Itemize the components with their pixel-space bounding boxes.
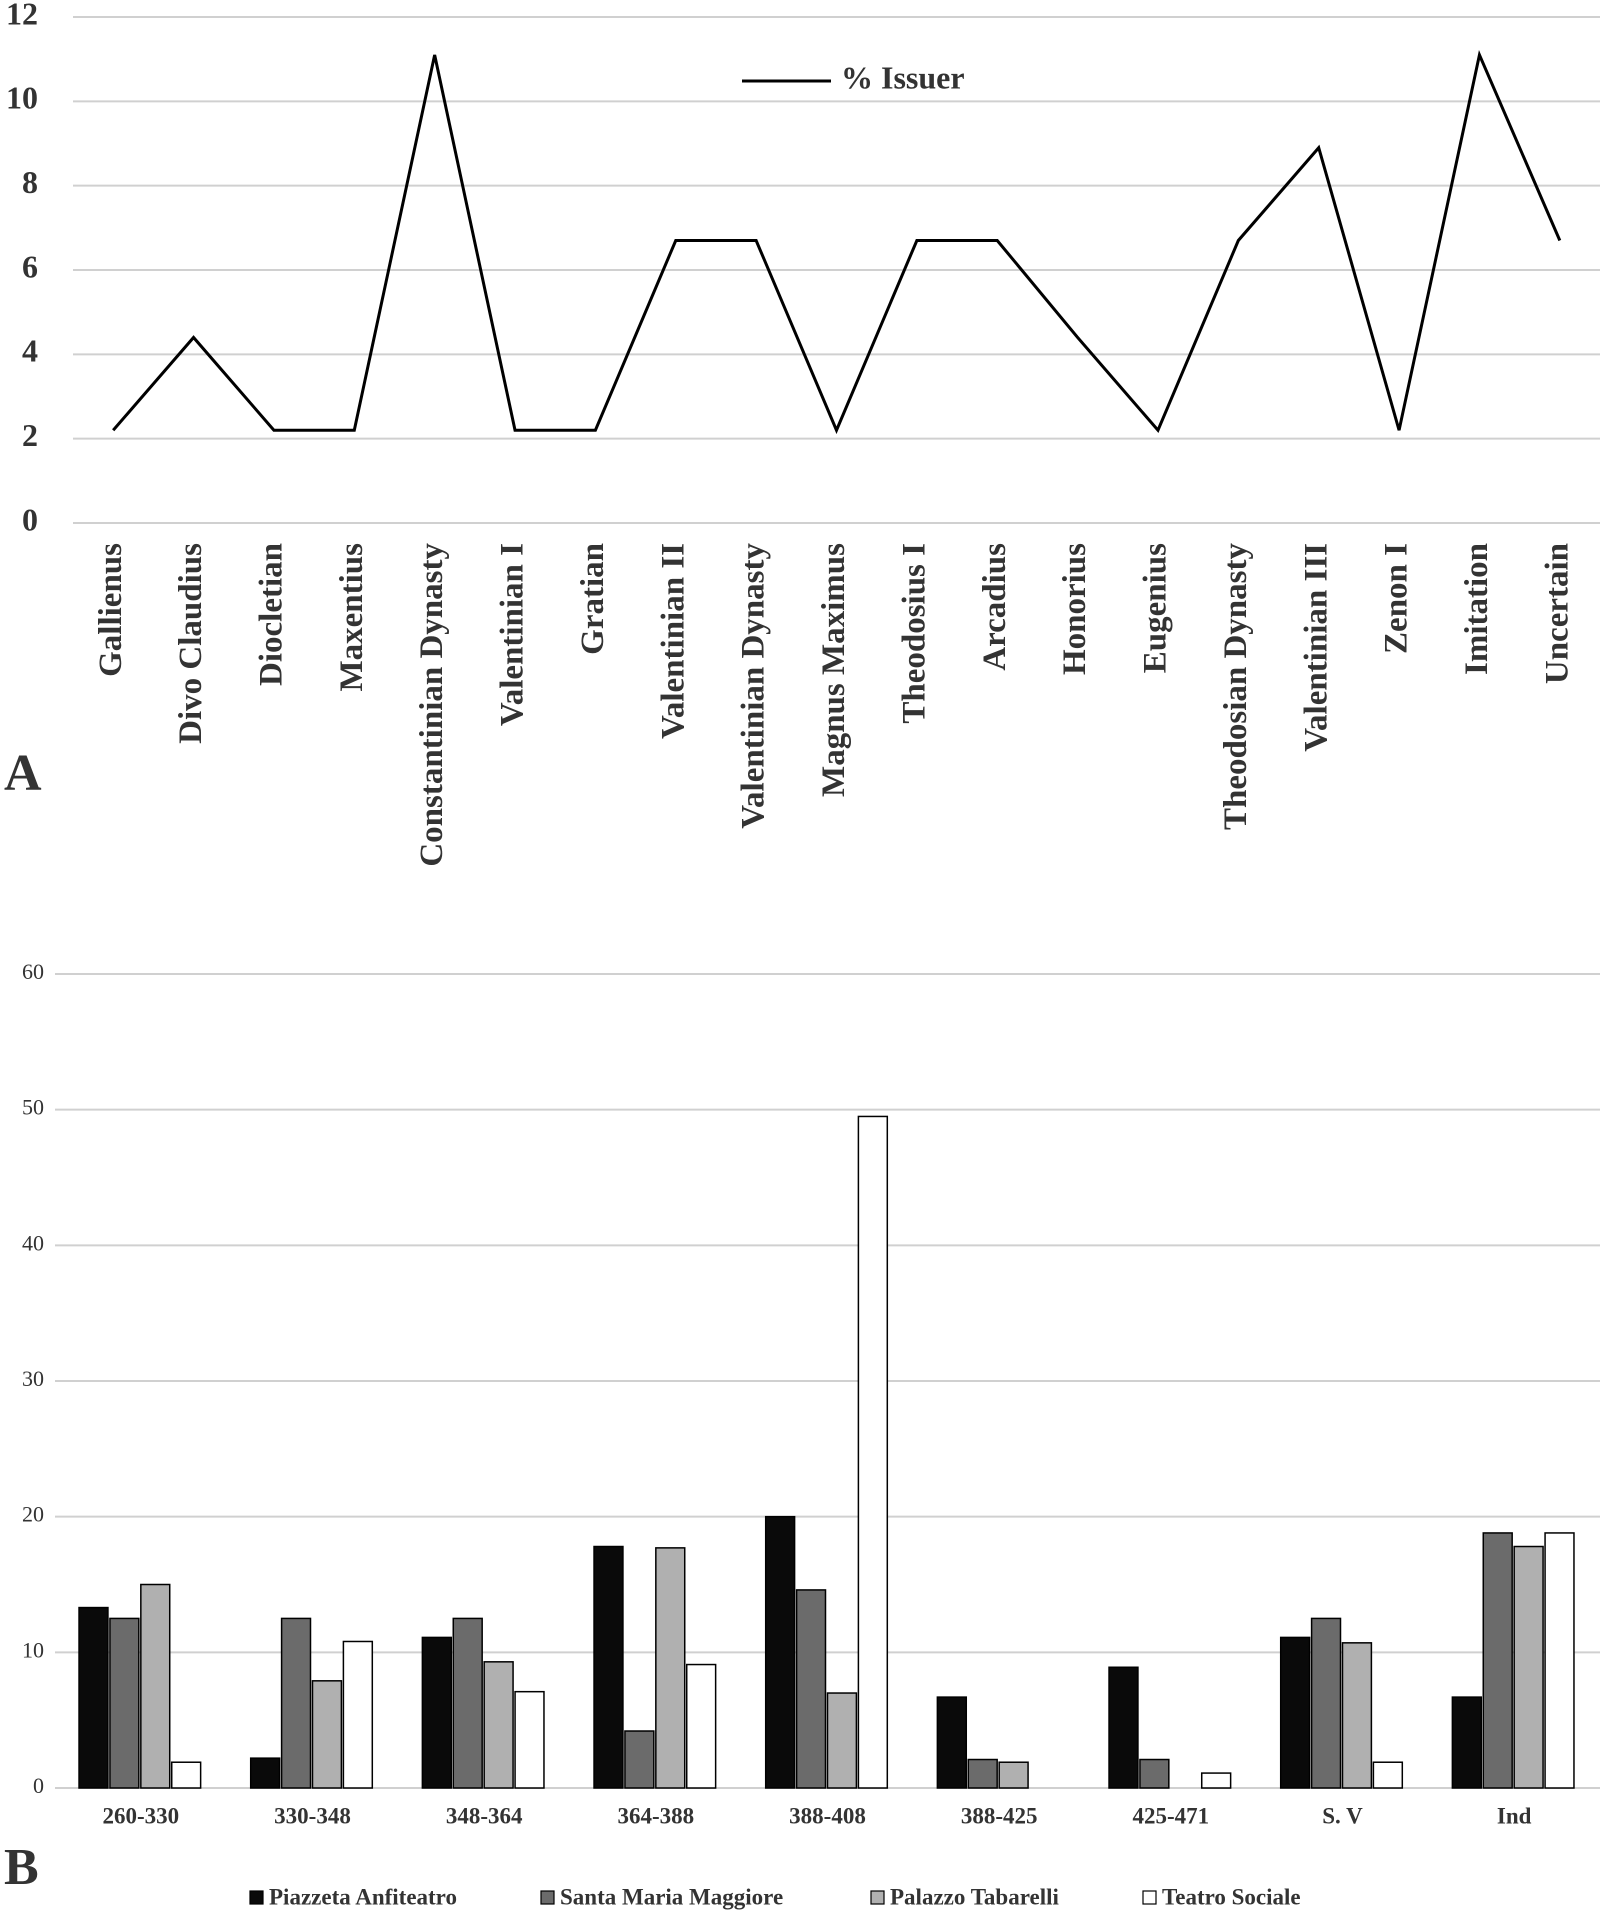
bar (1341, 1642, 1373, 1789)
y-tick-label: 30 (22, 1366, 44, 1391)
bar (685, 1663, 717, 1789)
bar (1310, 1617, 1342, 1789)
bar (452, 1617, 483, 1789)
x-tick-label: Valentinian II (655, 543, 691, 739)
bar (342, 1640, 374, 1789)
bar (857, 1115, 889, 1789)
y-tick-label: 0 (33, 1773, 44, 1798)
y-tick-label: 10 (6, 80, 38, 116)
x-tick-label: Theodosius I (896, 543, 932, 724)
bar (826, 1692, 858, 1789)
bar (483, 1661, 514, 1789)
bar (655, 1547, 686, 1789)
legend-swatch (870, 1890, 885, 1905)
x-tick-label: Arcadius (977, 543, 1013, 671)
panel-label: B (4, 1839, 39, 1896)
bar (421, 1636, 453, 1789)
x-tick-label: Gallienus (93, 543, 129, 677)
y-tick-label: 8 (22, 164, 38, 200)
bar (514, 1690, 545, 1789)
bar (280, 1617, 312, 1789)
bar (78, 1606, 109, 1789)
bar (1372, 1761, 1404, 1789)
bar (1513, 1545, 1544, 1789)
x-tick-label: 388-425 (961, 1803, 1038, 1828)
bar (1279, 1636, 1311, 1789)
x-tick-label: Diocletian (253, 543, 289, 686)
x-tick-label: Theodosian Dynasty (1218, 543, 1254, 830)
legend-label: Palazzo Tabarelli (890, 1884, 1059, 1909)
y-tick-label: 12 (6, 0, 38, 31)
y-tick-label: 50 (22, 1095, 44, 1120)
x-tick-label: Imitation (1459, 543, 1495, 675)
bar (109, 1617, 140, 1789)
x-tick-label: 388-408 (789, 1803, 866, 1828)
x-tick-label: Gratian (575, 543, 611, 655)
x-tick-label: 260-330 (102, 1803, 179, 1828)
x-tick-label: 330-348 (274, 1803, 351, 1828)
x-tick-label: 348-364 (446, 1803, 523, 1828)
x-tick-label: Ind (1497, 1803, 1532, 1828)
x-tick-label: Divo Claudius (173, 543, 209, 744)
bar (1139, 1758, 1170, 1789)
y-tick-label: 2 (22, 417, 38, 453)
bar (1108, 1666, 1139, 1789)
y-tick-label: 6 (22, 248, 38, 284)
legend-label: Santa Maria Maggiore (560, 1884, 783, 1909)
line (112, 50, 1562, 435)
x-tick-label: Constantinian Dynasty (414, 543, 450, 867)
x-tick-label: Zenon I (1379, 543, 1415, 654)
bar (140, 1583, 171, 1789)
bar (764, 1515, 796, 1789)
y-tick-label: 20 (22, 1502, 44, 1527)
bar (170, 1761, 202, 1789)
y-tick-label: 40 (22, 1230, 44, 1255)
x-tick-label: Honorius (1057, 543, 1093, 675)
x-tick-label: Valentinian III (1298, 543, 1334, 752)
x-tick-label: 425-471 (1132, 1803, 1209, 1828)
bar (936, 1696, 968, 1789)
bar (1482, 1532, 1513, 1789)
legend-label: Piazzeta Anfiteatro (269, 1884, 457, 1909)
legend-swatch (1142, 1890, 1157, 1905)
x-tick-label: Uncertain (1539, 543, 1575, 684)
bar (311, 1680, 343, 1789)
bar (967, 1758, 998, 1789)
x-tick-label: Magnus Maximus (816, 543, 852, 797)
bar (249, 1757, 281, 1789)
bar (1200, 1772, 1232, 1789)
bar (624, 1730, 655, 1789)
x-tick-label: Valentinian Dynasty (736, 543, 772, 829)
x-tick-label: Valentinian I (495, 543, 531, 726)
y-tick-label: 0 (22, 501, 38, 537)
x-tick-label: S. V (1322, 1803, 1363, 1828)
y-tick-label: 4 (22, 333, 38, 369)
x-tick-label: Maxentius (334, 543, 370, 692)
legend-label: % Issuer (841, 59, 965, 95)
bar (795, 1589, 827, 1789)
bar (1451, 1696, 1483, 1789)
y-tick-label: 60 (22, 959, 44, 984)
legend-swatch (540, 1890, 555, 1905)
x-tick-label: 364-388 (617, 1803, 694, 1828)
y-tick-label: 10 (22, 1637, 44, 1662)
panel-label: A (4, 745, 42, 802)
bar (1544, 1532, 1575, 1789)
bar (998, 1761, 1029, 1789)
bar (593, 1545, 624, 1789)
legend-swatch (249, 1890, 264, 1905)
legend-label: Teatro Sociale (1162, 1884, 1301, 1909)
x-tick-label: Eugenius (1138, 543, 1174, 673)
